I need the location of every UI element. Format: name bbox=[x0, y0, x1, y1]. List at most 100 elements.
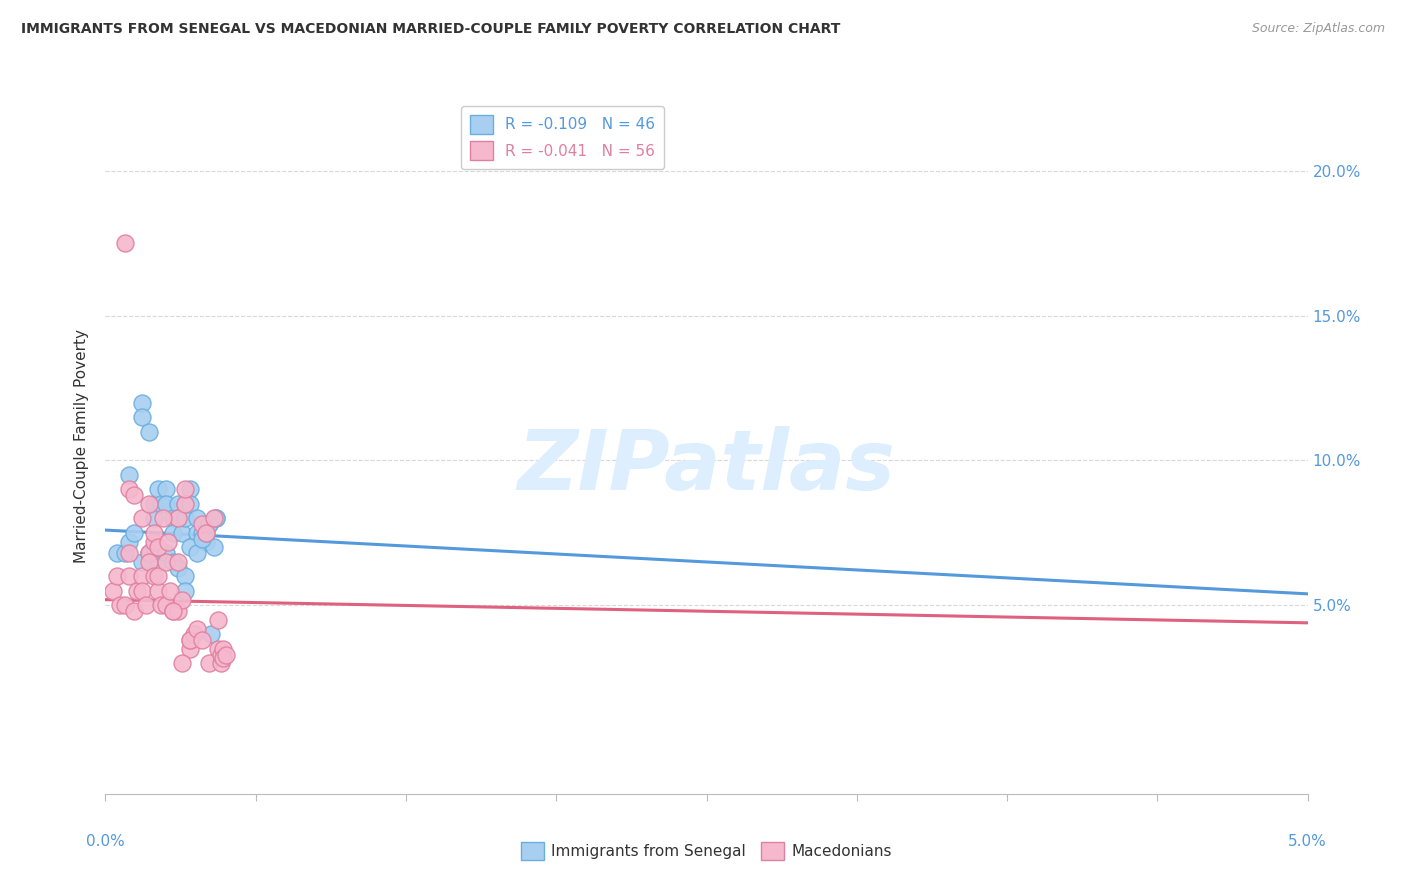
Point bbox=[131, 569, 153, 583]
Point bbox=[179, 642, 201, 657]
Point bbox=[198, 517, 221, 532]
Point bbox=[138, 555, 160, 569]
Point bbox=[149, 599, 172, 613]
Point bbox=[107, 546, 129, 560]
Point bbox=[173, 569, 195, 583]
Point bbox=[173, 497, 195, 511]
Point bbox=[205, 511, 228, 525]
Point bbox=[142, 511, 165, 525]
Point bbox=[195, 526, 218, 541]
Point bbox=[172, 592, 194, 607]
Point bbox=[155, 599, 177, 613]
Point bbox=[172, 657, 194, 671]
Point bbox=[131, 511, 153, 525]
Point bbox=[190, 633, 212, 648]
Point bbox=[114, 546, 136, 560]
Point bbox=[124, 526, 146, 541]
Point bbox=[179, 541, 201, 555]
Point bbox=[186, 526, 208, 541]
Point bbox=[209, 657, 232, 671]
Point bbox=[166, 511, 188, 525]
Point bbox=[114, 599, 136, 613]
Point bbox=[200, 627, 222, 641]
Point bbox=[131, 583, 153, 598]
Point bbox=[173, 511, 195, 525]
Point bbox=[186, 511, 208, 525]
Point bbox=[155, 497, 177, 511]
Point bbox=[131, 410, 153, 425]
Point bbox=[148, 569, 170, 583]
Point bbox=[195, 534, 218, 549]
Point bbox=[166, 604, 188, 618]
Point bbox=[166, 497, 188, 511]
Point bbox=[209, 648, 232, 662]
Text: Source: ZipAtlas.com: Source: ZipAtlas.com bbox=[1251, 22, 1385, 36]
Point bbox=[138, 546, 160, 560]
Point bbox=[162, 526, 184, 541]
Point bbox=[159, 583, 181, 598]
Point bbox=[166, 555, 188, 569]
Point bbox=[114, 235, 136, 250]
Y-axis label: Married-Couple Family Poverty: Married-Couple Family Poverty bbox=[75, 329, 90, 563]
Point bbox=[162, 604, 184, 618]
Point bbox=[173, 483, 195, 497]
Point bbox=[212, 650, 235, 665]
Point bbox=[101, 583, 124, 598]
Text: ZIPatlas: ZIPatlas bbox=[517, 426, 896, 508]
Point bbox=[124, 488, 146, 502]
Point bbox=[162, 511, 184, 525]
Point bbox=[173, 497, 195, 511]
Legend: Immigrants from Senegal, Macedonians: Immigrants from Senegal, Macedonians bbox=[515, 836, 898, 866]
Point bbox=[190, 532, 212, 546]
Point bbox=[138, 497, 160, 511]
Point bbox=[173, 583, 195, 598]
Point bbox=[179, 483, 201, 497]
Point bbox=[149, 497, 172, 511]
Point bbox=[148, 583, 170, 598]
Point bbox=[148, 541, 170, 555]
Point bbox=[190, 526, 212, 541]
Point bbox=[155, 546, 177, 560]
Point bbox=[138, 546, 160, 560]
Point bbox=[179, 497, 201, 511]
Point bbox=[131, 395, 153, 409]
Point bbox=[142, 541, 165, 555]
Point bbox=[142, 526, 165, 541]
Point bbox=[124, 604, 146, 618]
Point bbox=[142, 497, 165, 511]
Point bbox=[125, 583, 148, 598]
Point bbox=[142, 534, 165, 549]
Point bbox=[205, 511, 228, 525]
Point bbox=[207, 613, 229, 627]
Point bbox=[183, 627, 205, 641]
Point bbox=[148, 555, 170, 569]
Point bbox=[142, 569, 165, 583]
Point bbox=[162, 604, 184, 618]
Point bbox=[198, 517, 221, 532]
Point bbox=[198, 657, 221, 671]
Text: IMMIGRANTS FROM SENEGAL VS MACEDONIAN MARRIED-COUPLE FAMILY POVERTY CORRELATION : IMMIGRANTS FROM SENEGAL VS MACEDONIAN MA… bbox=[21, 22, 841, 37]
Point bbox=[212, 642, 235, 657]
Point bbox=[195, 526, 218, 541]
Point bbox=[148, 483, 170, 497]
Point bbox=[108, 599, 131, 613]
Text: 5.0%: 5.0% bbox=[1288, 834, 1327, 849]
Point bbox=[179, 633, 201, 648]
Point bbox=[131, 555, 153, 569]
Point bbox=[166, 511, 188, 525]
Point bbox=[172, 526, 194, 541]
Point bbox=[135, 599, 157, 613]
Point bbox=[202, 511, 225, 525]
Point bbox=[155, 555, 177, 569]
Point bbox=[155, 483, 177, 497]
Point bbox=[186, 546, 208, 560]
Point bbox=[156, 534, 179, 549]
Point bbox=[190, 517, 212, 532]
Point bbox=[118, 569, 141, 583]
Point bbox=[186, 622, 208, 636]
Point bbox=[162, 555, 184, 569]
Text: 0.0%: 0.0% bbox=[86, 834, 125, 849]
Point bbox=[214, 648, 236, 662]
Point bbox=[138, 425, 160, 439]
Point bbox=[118, 483, 141, 497]
